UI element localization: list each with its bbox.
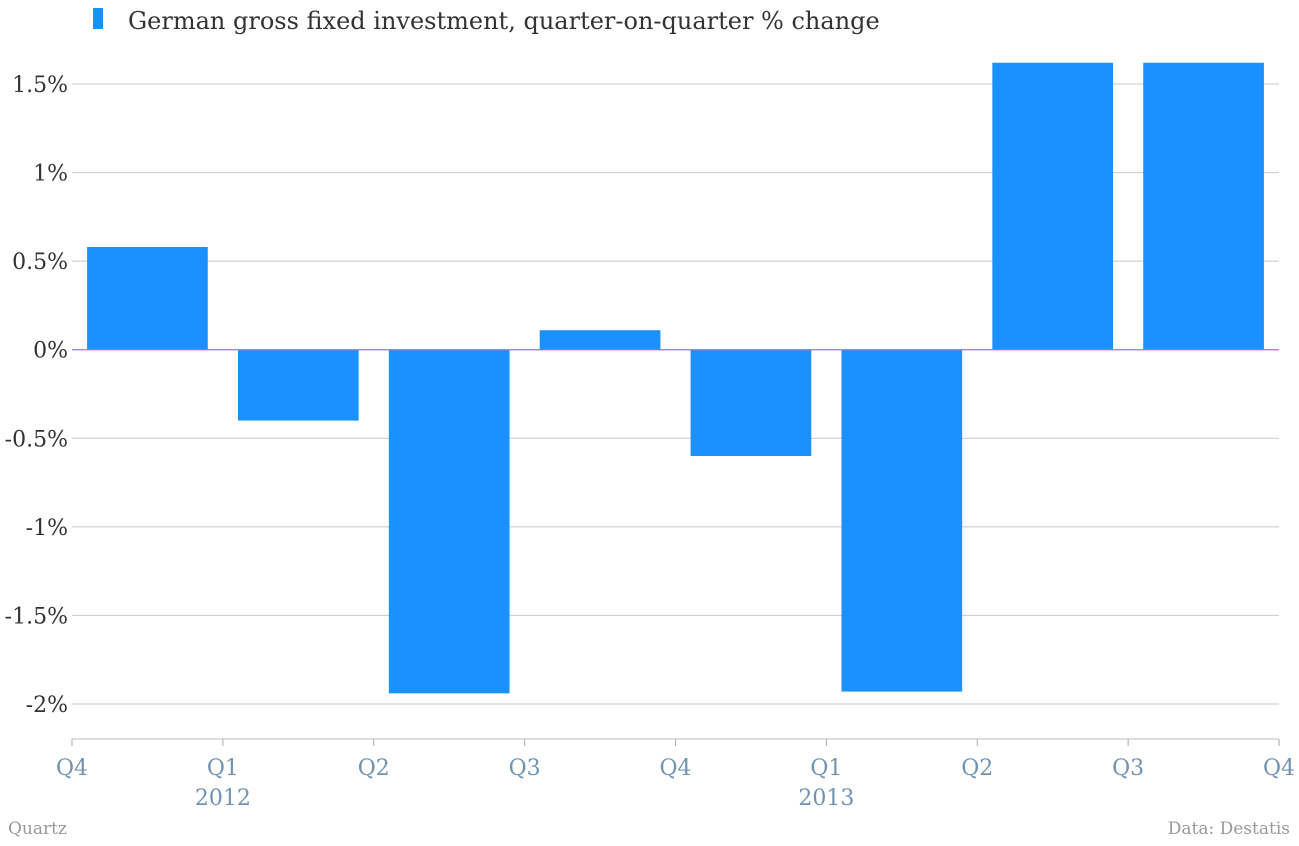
source-left: Quartz bbox=[8, 819, 67, 839]
x-tick-label: Q2 bbox=[358, 756, 390, 781]
bar bbox=[539, 330, 661, 350]
y-axis: 1.5% 1% 0.5% 0% -0.5% -1% -1.5% -2% bbox=[5, 73, 68, 718]
x-tick-label: Q1 bbox=[810, 756, 842, 781]
legend-label: German gross fixed investment, quarter-o… bbox=[128, 7, 880, 35]
bar bbox=[992, 62, 1114, 350]
bars bbox=[87, 62, 1264, 694]
x-tick-label: Q4 bbox=[1263, 756, 1295, 781]
x-tick-label: Q3 bbox=[1112, 756, 1144, 781]
gridlines bbox=[72, 83, 1279, 705]
bar bbox=[388, 349, 510, 694]
bar bbox=[841, 349, 963, 692]
bar bbox=[690, 349, 812, 456]
legend-swatch bbox=[93, 8, 103, 29]
y-tick-label: 0.5% bbox=[12, 250, 68, 275]
bar bbox=[1143, 62, 1264, 350]
source-right: Data: Destatis bbox=[1168, 819, 1290, 839]
bar bbox=[87, 246, 208, 350]
x-tick-label: Q4 bbox=[659, 756, 691, 781]
y-tick-label: -2% bbox=[26, 693, 68, 718]
x-tick-label: Q4 bbox=[56, 756, 88, 781]
y-tick-label: 0% bbox=[33, 339, 68, 364]
legend: German gross fixed investment, quarter-o… bbox=[93, 7, 880, 35]
bar bbox=[237, 349, 359, 421]
x-axis: Q4 Q1 Q2 Q3 Q4 Q1 Q2 Q3 Q4 2012 2013 bbox=[56, 738, 1295, 811]
x-tick-label: Q3 bbox=[509, 756, 541, 781]
y-tick-label: 1.5% bbox=[12, 73, 68, 98]
x-tick-label: Q1 bbox=[207, 756, 239, 781]
y-tick-label: 1% bbox=[33, 162, 68, 187]
y-tick-label: -1.5% bbox=[5, 604, 68, 629]
x-group-label: 2013 bbox=[798, 786, 854, 811]
x-tick-label: Q2 bbox=[961, 756, 993, 781]
y-tick-label: -0.5% bbox=[5, 427, 68, 452]
x-group-label: 2012 bbox=[195, 786, 251, 811]
y-tick-label: -1% bbox=[26, 516, 68, 541]
